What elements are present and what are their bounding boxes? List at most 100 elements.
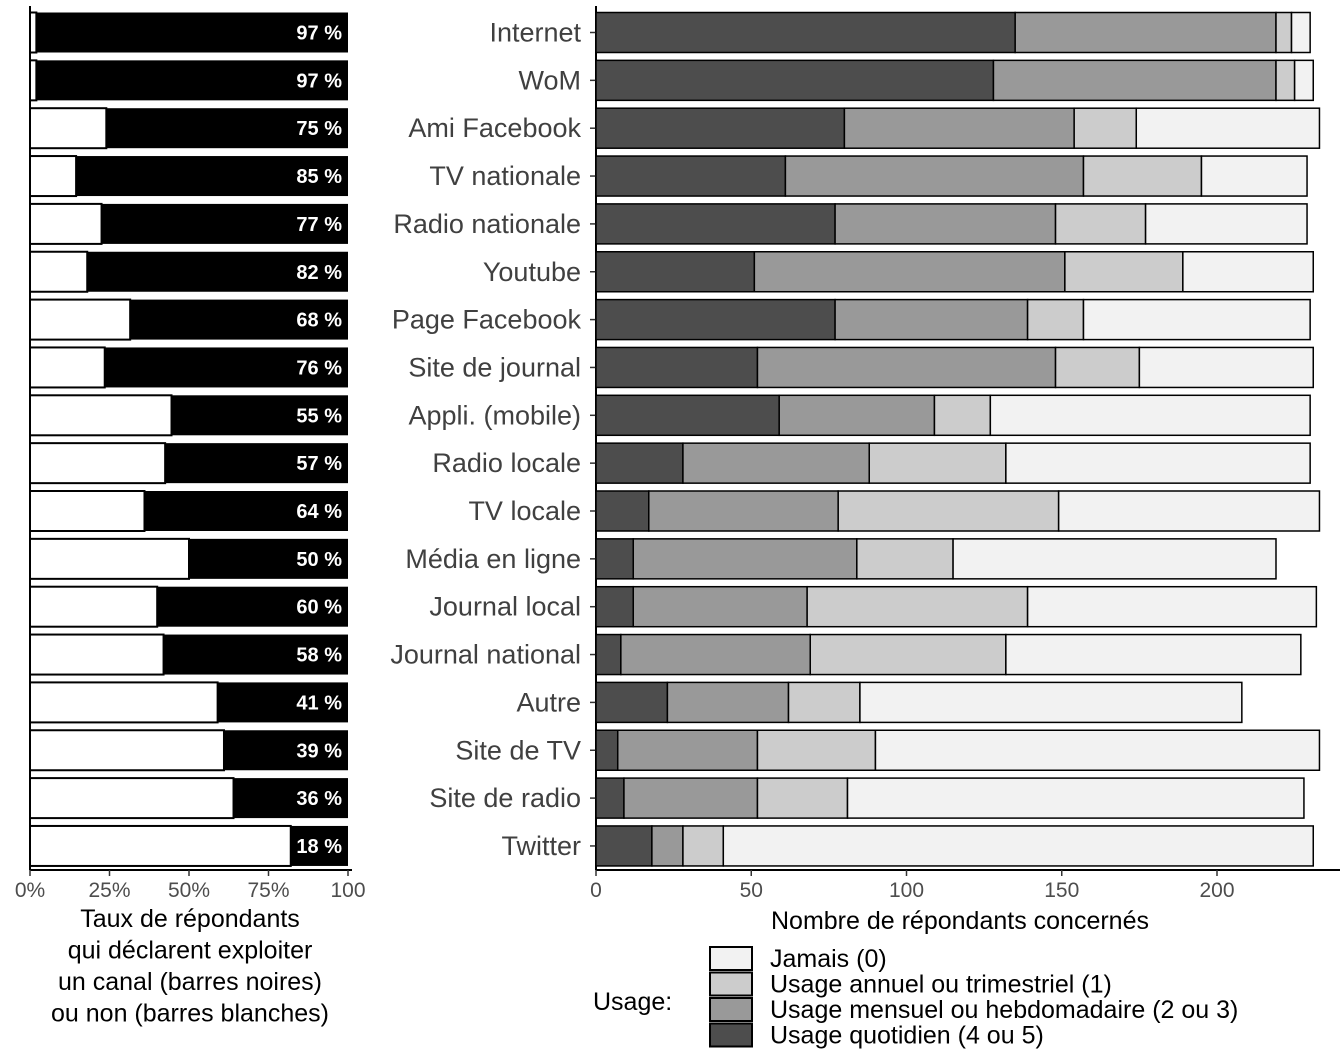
category-label-site-de-tv: Site de TV <box>455 735 581 765</box>
bar-appli-mobile-usage-annuel-ou-trimestriel-1 <box>934 395 990 435</box>
bar-site-de-journal-usage-annuel-ou-trimestriel-1 <box>1056 347 1140 387</box>
bar-twitter-jamais-0 <box>723 826 1313 866</box>
right-panel: 0 50 100 150 200 Nombre de répondants concern… <box>590 6 1340 935</box>
not-used-bar-site-de-radio <box>30 778 234 818</box>
category-label-journal-national: Journal national <box>390 640 581 670</box>
bar-youtube-jamais-0 <box>1183 252 1313 292</box>
bar-site-de-tv-usage-quotidien-4-ou-5 <box>596 730 618 770</box>
left-x-tick-label-4: 100 <box>330 879 365 902</box>
not-used-bar-autre <box>30 682 218 722</box>
category-label-autre: Autre <box>516 687 581 717</box>
bar-appli-mobile-jamais-0 <box>990 395 1310 435</box>
bar-youtube-usage-quotidien-4-ou-5 <box>596 252 754 292</box>
bar-radio-locale-usage-quotidien-4-ou-5 <box>596 443 683 483</box>
legend: Usage: Jamais (0)Usage annuel ou trimest… <box>593 945 1238 1050</box>
percent-label-site-de-tv: 39 % <box>296 740 342 762</box>
not-used-bar-youtube <box>30 252 87 292</box>
bar-tv-locale-jamais-0 <box>1059 491 1320 531</box>
bar-internet-usage-mensuel-ou-hebdomadaire-2-ou-3 <box>1015 13 1276 53</box>
category-label-tv-nationale: TV nationale <box>429 161 581 191</box>
bar-wom-jamais-0 <box>1295 60 1314 100</box>
bar-site-de-radio-usage-quotidien-4-ou-5 <box>596 778 624 818</box>
not-used-bar-appli-mobile <box>30 395 172 435</box>
bar-site-de-journal-jamais-0 <box>1139 347 1313 387</box>
bar-site-de-journal-usage-mensuel-ou-hebdomadaire-2-ou-3 <box>757 347 1055 387</box>
bar-appli-mobile-usage-quotidien-4-ou-5 <box>596 395 779 435</box>
not-used-bar-site-de-journal <box>30 347 105 387</box>
bar-ami-facebook-usage-quotidien-4-ou-5 <box>596 108 844 148</box>
bar-media-en-ligne-jamais-0 <box>953 539 1276 579</box>
not-used-bar-journal-local <box>30 587 157 627</box>
bar-radio-locale-jamais-0 <box>1006 443 1310 483</box>
percent-label-wom: 97 % <box>296 70 342 92</box>
bar-autre-usage-annuel-ou-trimestriel-1 <box>789 682 860 722</box>
bar-page-facebook-usage-quotidien-4-ou-5 <box>596 300 835 340</box>
bar-radio-nationale-jamais-0 <box>1146 204 1307 244</box>
bar-ami-facebook-usage-annuel-ou-trimestriel-1 <box>1074 108 1136 148</box>
percent-label-twitter: 18 % <box>296 836 342 858</box>
bar-ami-facebook-usage-mensuel-ou-hebdomadaire-2-ou-3 <box>844 108 1074 148</box>
percent-label-site-de-radio: 36 % <box>296 788 342 810</box>
bar-autre-jamais-0 <box>860 682 1242 722</box>
not-used-bar-journal-national <box>30 635 164 675</box>
bar-journal-national-jamais-0 <box>1006 635 1301 675</box>
bar-journal-national-usage-quotidien-4-ou-5 <box>596 635 621 675</box>
legend-label-usage-mensuel-ou-hebdomadaire-2-ou-3: Usage mensuel ou hebdomadaire (2 ou 3) <box>770 996 1238 1024</box>
bar-youtube-usage-mensuel-ou-hebdomadaire-2-ou-3 <box>754 252 1065 292</box>
percent-label-journal-national: 58 % <box>296 645 342 667</box>
bar-twitter-usage-annuel-ou-trimestriel-1 <box>683 826 723 866</box>
bar-tv-locale-usage-annuel-ou-trimestriel-1 <box>838 491 1058 531</box>
not-used-bar-twitter <box>30 826 291 866</box>
bar-wom-usage-mensuel-ou-hebdomadaire-2-ou-3 <box>993 60 1276 100</box>
category-label-twitter: Twitter <box>501 831 581 861</box>
bar-autre-usage-quotidien-4-ou-5 <box>596 682 667 722</box>
bar-radio-nationale-usage-mensuel-ou-hebdomadaire-2-ou-3 <box>835 204 1055 244</box>
bar-youtube-usage-annuel-ou-trimestriel-1 <box>1065 252 1183 292</box>
bar-page-facebook-usage-mensuel-ou-hebdomadaire-2-ou-3 <box>835 300 1028 340</box>
category-label-youtube: Youtube <box>483 257 581 287</box>
percent-label-radio-locale: 57 % <box>296 453 342 475</box>
bar-journal-local-usage-annuel-ou-trimestriel-1 <box>807 587 1027 627</box>
category-label-internet: Internet <box>489 18 581 48</box>
right-x-tick-label-200: 200 <box>1199 879 1234 902</box>
bar-radio-locale-usage-annuel-ou-trimestriel-1 <box>869 443 1006 483</box>
category-label-journal-local: Journal local <box>429 592 581 622</box>
legend-key-usage-mensuel-ou-hebdomadaire-2-ou-3 <box>710 998 752 1021</box>
percent-label-youtube: 82 % <box>296 262 342 284</box>
left-x-tick-label-3: 75% <box>247 879 289 902</box>
bar-wom-usage-annuel-ou-trimestriel-1 <box>1276 60 1295 100</box>
bar-radio-nationale-usage-annuel-ou-trimestriel-1 <box>1056 204 1146 244</box>
legend-key-usage-quotidien-4-ou-5 <box>710 1024 752 1047</box>
bar-wom-usage-quotidien-4-ou-5 <box>596 60 993 100</box>
not-used-bar-radio-locale <box>30 443 165 483</box>
bar-site-de-journal-usage-quotidien-4-ou-5 <box>596 347 757 387</box>
not-used-bar-site-de-tv <box>30 730 224 770</box>
left-x-tick-label-0: 0% <box>15 879 45 902</box>
not-used-bar-media-en-ligne <box>30 539 189 579</box>
bar-site-de-tv-usage-mensuel-ou-hebdomadaire-2-ou-3 <box>618 730 758 770</box>
percent-label-autre: 41 % <box>296 692 342 714</box>
not-used-bar-page-facebook <box>30 300 130 340</box>
percent-label-tv-locale: 64 % <box>296 501 342 523</box>
right-x-tick-label-150: 150 <box>1044 879 1079 902</box>
percent-label-tv-nationale: 85 % <box>296 166 342 188</box>
bar-appli-mobile-usage-mensuel-ou-hebdomadaire-2-ou-3 <box>779 395 934 435</box>
bar-internet-usage-annuel-ou-trimestriel-1 <box>1276 13 1292 53</box>
left-x-axis-title-line-2: qui déclarent exploiter <box>68 937 313 965</box>
percent-label-site-de-journal: 76 % <box>296 357 342 379</box>
percent-label-appli-mobile: 55 % <box>296 405 342 427</box>
bar-tv-nationale-usage-quotidien-4-ou-5 <box>596 156 785 196</box>
bar-internet-usage-quotidien-4-ou-5 <box>596 13 1015 53</box>
not-used-bar-tv-locale <box>30 491 144 531</box>
category-label-site-de-journal: Site de journal <box>408 352 581 382</box>
bar-site-de-radio-jamais-0 <box>848 778 1304 818</box>
left-x-axis-title-line-3: un canal (barres noires) <box>58 968 322 996</box>
bar-radio-locale-usage-mensuel-ou-hebdomadaire-2-ou-3 <box>683 443 869 483</box>
percent-label-internet: 97 % <box>296 23 342 45</box>
not-used-bar-tv-nationale <box>30 156 76 196</box>
category-label-wom: WoM <box>518 65 581 95</box>
bar-twitter-usage-quotidien-4-ou-5 <box>596 826 652 866</box>
legend-label-usage-quotidien-4-ou-5: Usage quotidien (4 ou 5) <box>770 1022 1044 1050</box>
percent-label-journal-local: 60 % <box>296 597 342 619</box>
